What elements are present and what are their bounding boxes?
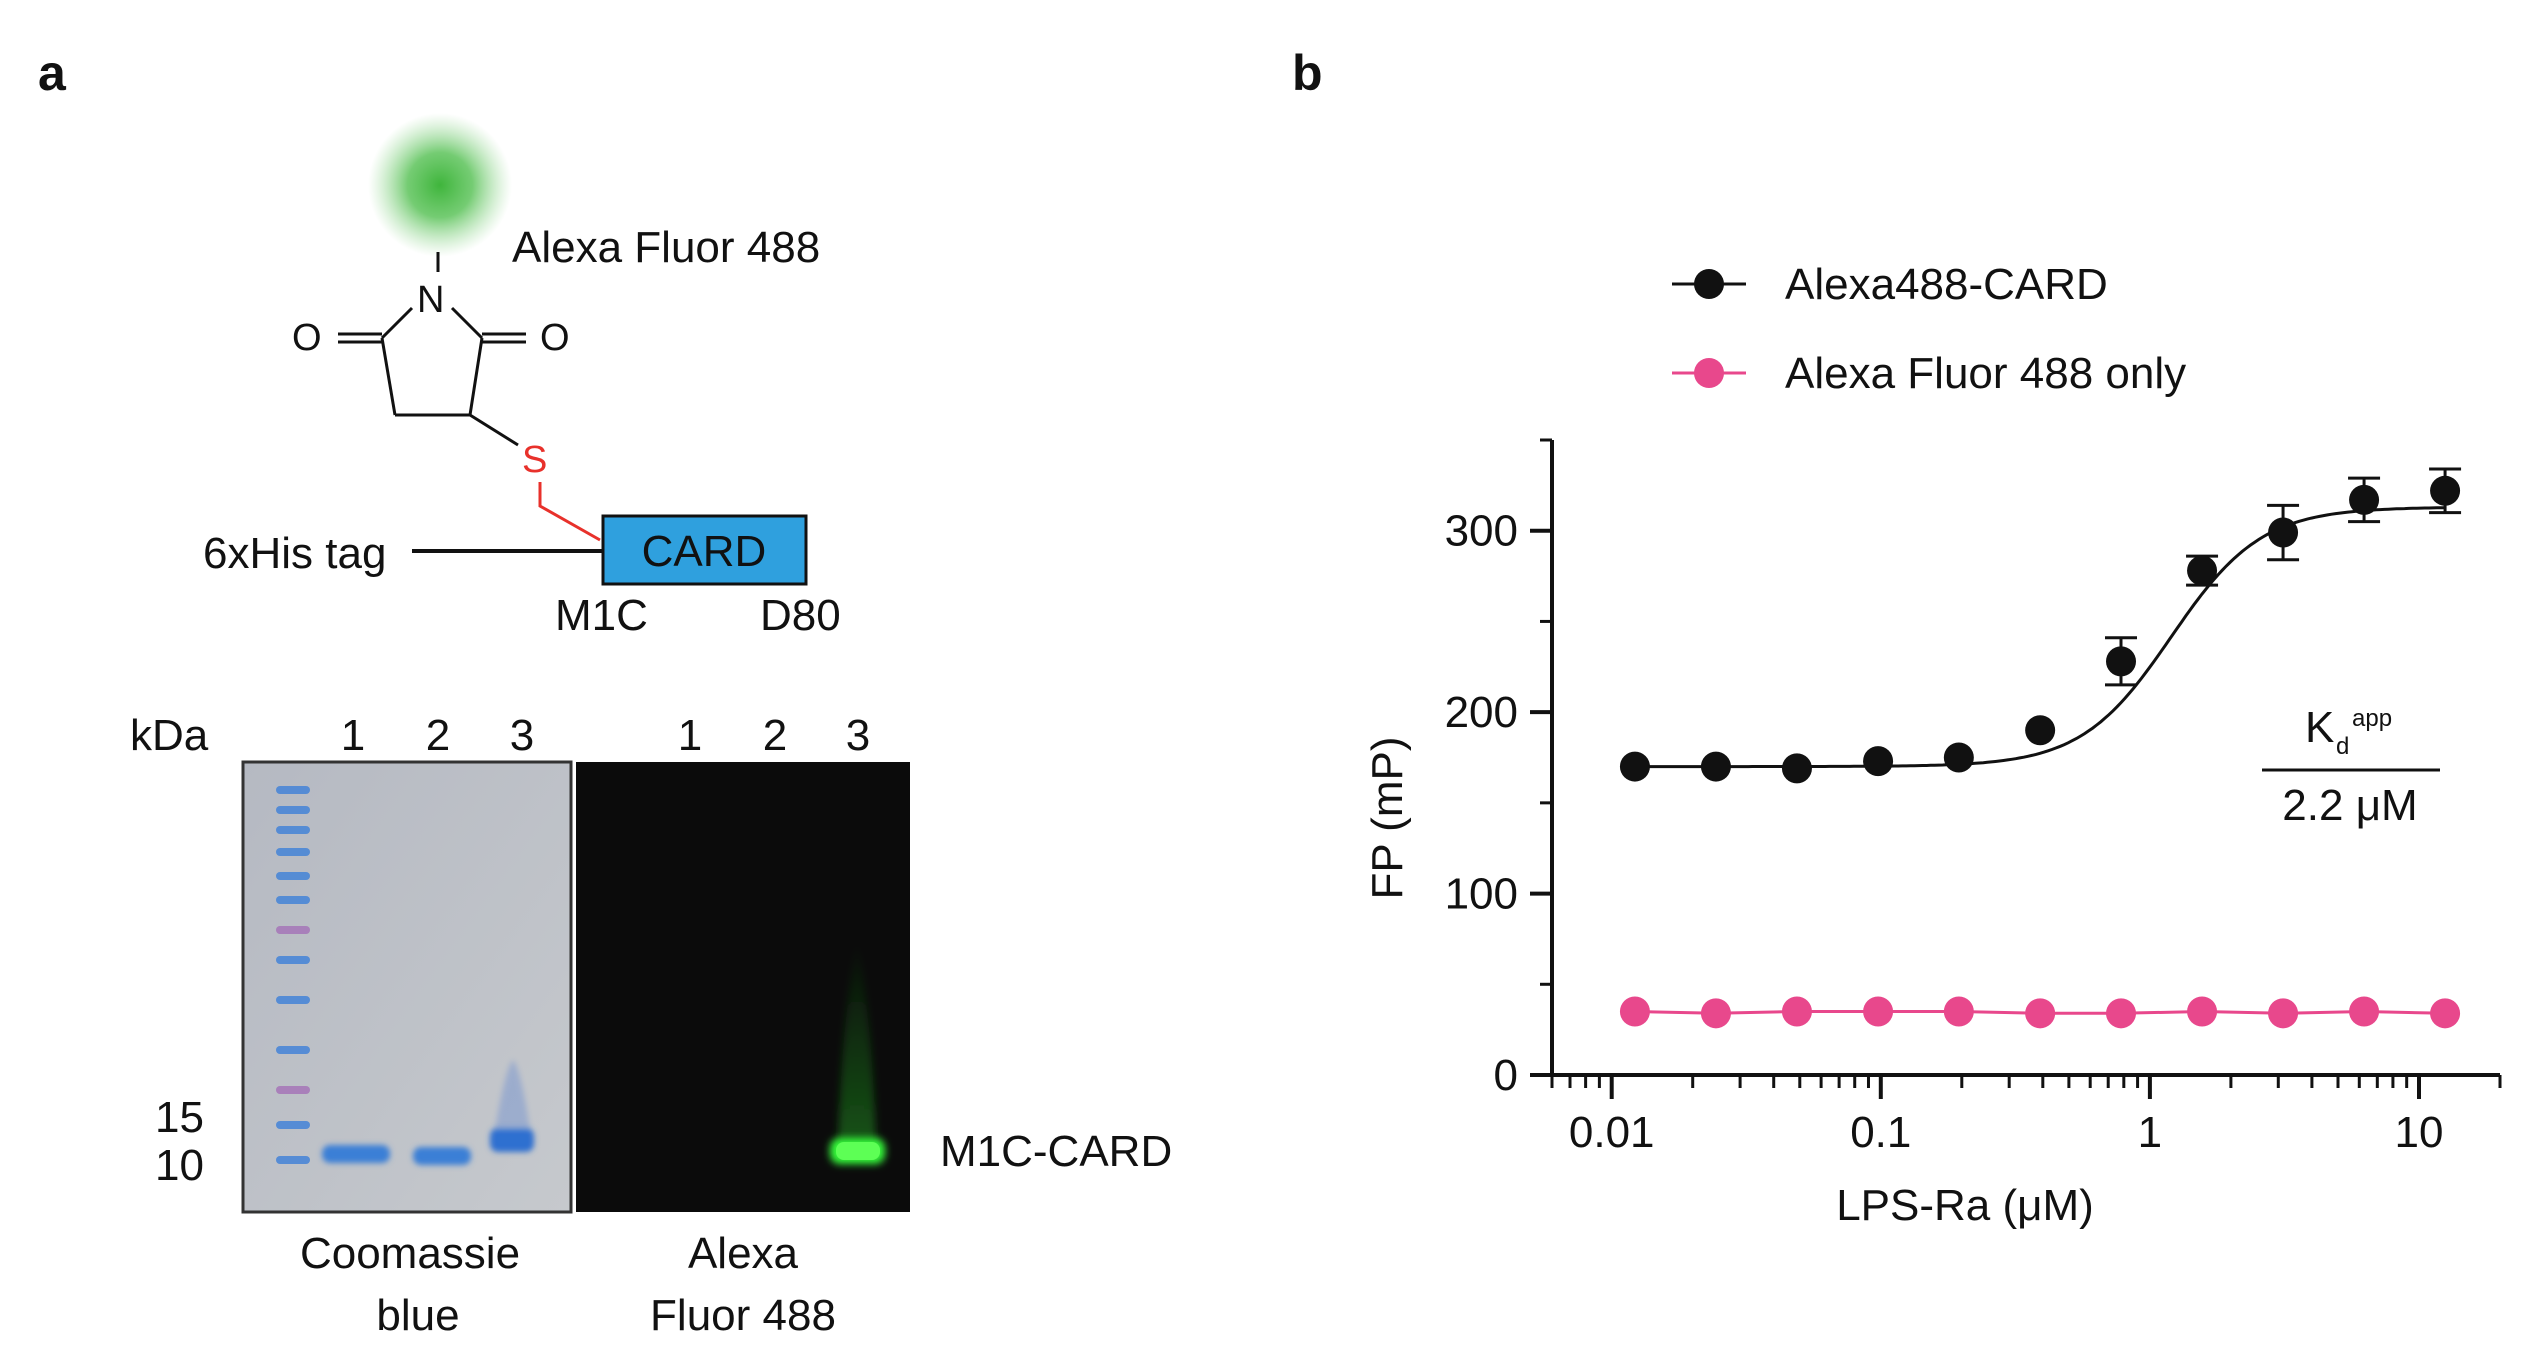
coomassie-caption-line-1: Coomassie	[300, 1229, 520, 1278]
marker-15-label: 15	[155, 1093, 204, 1142]
gel-left-lane-1: 1	[341, 711, 365, 760]
y-axis-label: FP (mP)	[1363, 737, 1412, 900]
y-tick-label: 100	[1445, 870, 1518, 919]
his-tag-label: 6xHis tag	[203, 529, 386, 578]
series-1-point	[2268, 517, 2299, 548]
kd-annotation: K d app 2.2 μM	[2262, 703, 2440, 830]
gel-left-lane-3: 3	[510, 711, 534, 760]
chart-legend: Alexa488-CARD Alexa Fluor 488 only	[1672, 260, 2186, 398]
legend-marker-series-2	[1694, 358, 1724, 388]
kd-symbol: K	[2305, 703, 2334, 752]
gel-right-lane-2: 2	[763, 711, 787, 760]
series-2-point	[2106, 998, 2137, 1029]
fluor-band-core	[836, 1142, 880, 1160]
series-1-point	[2430, 475, 2461, 506]
marker-10-label: 10	[155, 1141, 204, 1190]
ladder-band	[276, 926, 310, 934]
series-1-point	[1781, 753, 1812, 784]
m1c-label: M1C	[555, 591, 648, 640]
ladder-band	[276, 1121, 310, 1129]
x-tick-label: 1	[2138, 1108, 2162, 1157]
kd-subscript: d	[2336, 733, 2349, 760]
chart-plot-area	[1619, 467, 2462, 1029]
gel-right-lane-1: 1	[678, 711, 702, 760]
series-2-point	[2187, 996, 2218, 1027]
fluor-smear-lane-3	[838, 940, 876, 1145]
series-1-point	[2349, 484, 2380, 515]
legend-label-series-2: Alexa Fluor 488 only	[1785, 349, 2186, 398]
series-1-point	[1863, 746, 1894, 777]
gel-left-lane-2: 2	[426, 711, 450, 760]
coomassie-caption-line-2: blue	[376, 1291, 459, 1340]
ladder-band	[276, 826, 310, 834]
series-2-point	[1863, 996, 1894, 1027]
series-1-point	[1943, 742, 1974, 773]
ladder-band	[276, 848, 310, 856]
series-1-point	[2187, 555, 2218, 586]
coomassie-smear-lane-3	[495, 1060, 530, 1130]
fluor-caption-line-2: Fluor 488	[650, 1291, 836, 1340]
series-2-point	[2430, 998, 2461, 1029]
atom-o-right: O	[540, 317, 570, 359]
series-2-point	[1943, 996, 1974, 1027]
x-tick-label: 0.01	[1569, 1108, 1655, 1157]
series-1-fit-curve	[1634, 506, 2446, 769]
coomassie-gel	[241, 760, 573, 1214]
series-2-point	[1781, 996, 1812, 1027]
ladder-band	[276, 1086, 310, 1094]
atom-s: S	[522, 439, 547, 481]
series-2-point	[2349, 996, 2380, 1027]
dye-label: Alexa Fluor 488	[512, 223, 820, 272]
series-1-point	[1619, 751, 1650, 782]
d80-label: D80	[760, 591, 841, 640]
coomassie-band-lane-2	[413, 1147, 471, 1165]
panel-a-label: a	[38, 45, 67, 101]
ladder-band	[276, 806, 310, 814]
ladder-band	[276, 872, 310, 880]
gel-right-lane-3: 3	[846, 711, 870, 760]
y-tick-label: 300	[1445, 507, 1518, 556]
chart-axes: 0 100 200 300 0.01 0.1 1 10	[1445, 438, 2502, 1157]
band-label: M1C-CARD	[940, 1127, 1172, 1176]
legend-marker-series-1	[1694, 269, 1724, 299]
x-tick-label: 0.1	[1850, 1108, 1911, 1157]
ladder-band	[276, 1156, 310, 1164]
y-tick-label: 200	[1445, 688, 1518, 737]
ladder-band	[276, 996, 310, 1004]
x-axis-label: LPS-Ra (μM)	[1836, 1181, 2094, 1230]
y-tick-label: 0	[1494, 1051, 1518, 1100]
fluorescence-gel	[576, 762, 910, 1212]
fluorophore-glow-icon	[368, 113, 512, 257]
fluor-caption-line-1: Alexa	[688, 1229, 799, 1278]
series-1-point	[2106, 646, 2137, 677]
x-tick-label: 10	[2395, 1108, 2444, 1157]
series-2-point	[1619, 996, 1650, 1027]
series-1-point	[2025, 715, 2056, 746]
ladder-band	[276, 896, 310, 904]
coomassie-band-lane-1	[322, 1145, 390, 1163]
card-domain-box	[601, 514, 808, 586]
ladder-band	[276, 1046, 310, 1054]
maleimide-structure	[338, 306, 526, 447]
atom-n: N	[417, 279, 444, 321]
series-1-point	[1700, 751, 1731, 782]
kd-k: K	[2305, 703, 2334, 752]
ladder-band	[276, 786, 310, 794]
legend-label-series-1: Alexa488-CARD	[1785, 260, 2108, 309]
ladder-band	[276, 956, 310, 964]
series-2-point	[1700, 998, 1731, 1029]
coomassie-band-lane-3	[490, 1128, 534, 1152]
panel-b-label: b	[1292, 45, 1323, 101]
kda-label: kDa	[130, 711, 209, 760]
series-2-point	[2268, 998, 2299, 1029]
series-2-point	[2025, 998, 2056, 1029]
thioether-linker	[538, 482, 601, 542]
kd-superscript: app	[2352, 705, 2392, 732]
protein-ladder	[276, 786, 310, 1164]
card-label: CARD	[642, 527, 767, 576]
atom-o-left: O	[292, 317, 322, 359]
kd-value: 2.2 μM	[2282, 781, 2417, 830]
